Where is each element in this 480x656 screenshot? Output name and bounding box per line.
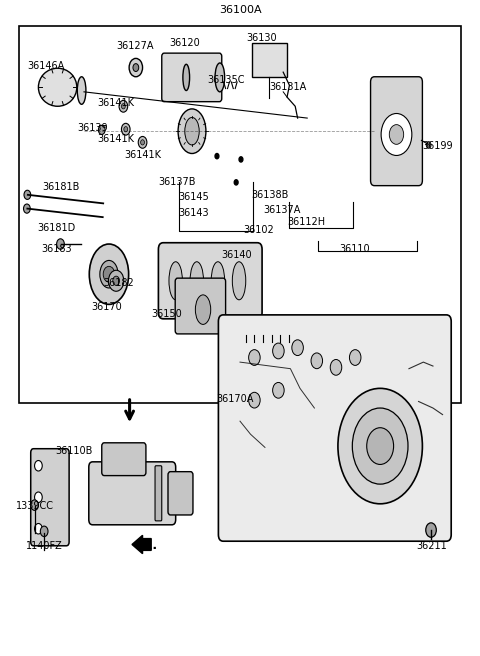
- Circle shape: [98, 125, 105, 134]
- Text: 36100A: 36100A: [219, 5, 261, 16]
- Ellipse shape: [89, 244, 129, 304]
- FancyBboxPatch shape: [168, 472, 193, 515]
- Circle shape: [133, 64, 139, 72]
- Circle shape: [352, 408, 408, 484]
- Ellipse shape: [190, 262, 204, 300]
- Text: 36130: 36130: [246, 33, 277, 43]
- Ellipse shape: [38, 68, 77, 106]
- FancyBboxPatch shape: [31, 449, 69, 546]
- FancyBboxPatch shape: [158, 243, 262, 319]
- Ellipse shape: [100, 260, 118, 288]
- FancyBboxPatch shape: [218, 315, 451, 541]
- Ellipse shape: [169, 262, 182, 300]
- Circle shape: [35, 523, 42, 534]
- Circle shape: [215, 154, 219, 159]
- Circle shape: [234, 180, 238, 185]
- Text: 36137A: 36137A: [264, 205, 301, 215]
- Text: 36131A: 36131A: [269, 81, 307, 92]
- Text: 36143: 36143: [178, 208, 209, 218]
- Circle shape: [389, 125, 404, 144]
- Ellipse shape: [185, 117, 199, 145]
- Text: 36150: 36150: [152, 308, 182, 319]
- FancyBboxPatch shape: [175, 278, 226, 334]
- Ellipse shape: [178, 109, 206, 154]
- Circle shape: [138, 136, 147, 148]
- Text: 1339CC: 1339CC: [16, 501, 54, 512]
- FancyBboxPatch shape: [102, 443, 146, 476]
- Ellipse shape: [183, 64, 190, 91]
- Ellipse shape: [232, 262, 246, 300]
- Circle shape: [113, 276, 120, 285]
- Text: 36135C: 36135C: [208, 75, 245, 85]
- Circle shape: [292, 340, 303, 356]
- Circle shape: [124, 127, 128, 132]
- Circle shape: [121, 104, 125, 109]
- Text: 36170A: 36170A: [216, 394, 254, 404]
- FancyBboxPatch shape: [162, 53, 222, 102]
- Text: 36141K: 36141K: [97, 98, 135, 108]
- FancyBboxPatch shape: [89, 462, 176, 525]
- Circle shape: [121, 123, 130, 135]
- Circle shape: [31, 500, 38, 510]
- Text: 36182: 36182: [104, 278, 134, 289]
- Circle shape: [24, 204, 30, 213]
- Text: 36112H: 36112H: [287, 216, 325, 227]
- Text: 36110B: 36110B: [56, 446, 93, 457]
- Text: 36141K: 36141K: [124, 150, 162, 161]
- Ellipse shape: [77, 77, 86, 104]
- Circle shape: [239, 157, 243, 162]
- Circle shape: [249, 350, 260, 365]
- Circle shape: [338, 388, 422, 504]
- Text: 36138B: 36138B: [252, 190, 289, 200]
- Circle shape: [330, 359, 342, 375]
- Ellipse shape: [211, 262, 225, 300]
- Text: 36137B: 36137B: [158, 176, 195, 187]
- Text: 36181B: 36181B: [43, 182, 80, 192]
- Circle shape: [426, 523, 436, 537]
- Circle shape: [40, 526, 48, 537]
- Text: 36146A: 36146A: [27, 60, 64, 71]
- Text: 36181D: 36181D: [37, 222, 76, 233]
- Circle shape: [381, 113, 412, 155]
- Circle shape: [349, 350, 361, 365]
- Ellipse shape: [215, 63, 225, 92]
- Text: 36141K: 36141K: [97, 134, 135, 144]
- Text: 36145: 36145: [178, 192, 209, 202]
- Text: FR.: FR.: [135, 539, 158, 552]
- Circle shape: [311, 353, 323, 369]
- Circle shape: [119, 100, 128, 112]
- Text: 36140: 36140: [221, 249, 252, 260]
- Circle shape: [57, 239, 64, 249]
- Text: 36139: 36139: [77, 123, 108, 133]
- Circle shape: [24, 190, 31, 199]
- Ellipse shape: [195, 295, 211, 324]
- Text: 36211: 36211: [417, 541, 447, 551]
- Text: 36199: 36199: [422, 140, 453, 151]
- Circle shape: [367, 428, 394, 464]
- Text: 36183: 36183: [41, 244, 72, 255]
- Text: 36102: 36102: [243, 224, 274, 235]
- Circle shape: [108, 270, 124, 291]
- Circle shape: [141, 140, 144, 145]
- Text: 36120: 36120: [169, 37, 200, 48]
- FancyBboxPatch shape: [371, 77, 422, 186]
- Circle shape: [35, 492, 42, 502]
- Circle shape: [35, 461, 42, 471]
- FancyArrow shape: [132, 535, 151, 554]
- Circle shape: [273, 343, 284, 359]
- Circle shape: [273, 382, 284, 398]
- Circle shape: [129, 58, 143, 77]
- Text: 36170: 36170: [91, 302, 122, 312]
- Text: 36127A: 36127A: [117, 41, 154, 51]
- Text: 1140FZ: 1140FZ: [26, 541, 63, 551]
- Bar: [19, 26, 461, 403]
- Circle shape: [426, 142, 431, 148]
- Bar: [252, 43, 287, 77]
- Text: 36110: 36110: [339, 244, 370, 255]
- Circle shape: [249, 392, 260, 408]
- FancyBboxPatch shape: [155, 466, 162, 521]
- Circle shape: [103, 266, 115, 282]
